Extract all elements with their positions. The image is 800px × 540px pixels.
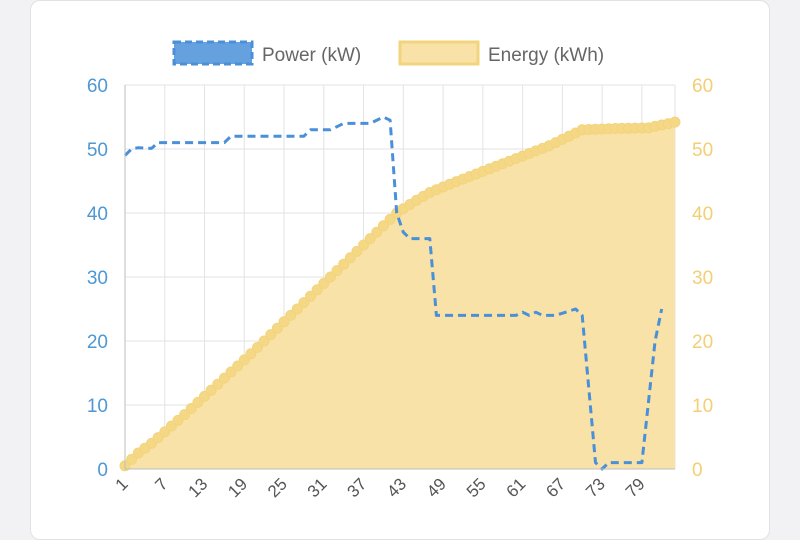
y-right-tick-label: 10 [692, 396, 713, 417]
energy-point [377, 220, 389, 232]
y-right-tick-label: 0 [692, 460, 703, 481]
energy-point [331, 265, 343, 277]
energy-point [298, 297, 310, 309]
energy-point [324, 271, 336, 283]
y-right-tick-label: 40 [692, 204, 713, 225]
x-tick-label: 7 [151, 474, 171, 494]
y-right-tick-label: 50 [692, 140, 713, 161]
y-left-tick-label: 0 [97, 460, 108, 481]
energy-point [344, 252, 356, 264]
y-left-tick-label: 40 [87, 204, 108, 225]
x-tick-label: 79 [622, 474, 649, 501]
energy-point [285, 309, 297, 321]
energy-point [318, 277, 330, 289]
y-right-tick-label: 30 [692, 268, 713, 289]
x-tick-label: 37 [344, 474, 371, 501]
x-tick-label: 55 [463, 474, 490, 501]
energy-point [351, 245, 363, 257]
legend-swatch-energy[interactable] [398, 40, 480, 66]
y-left-tick-label: 50 [87, 140, 108, 161]
x-tick-label: 25 [264, 474, 291, 501]
y-left-tick-label: 20 [87, 332, 108, 353]
energy-point [271, 322, 283, 334]
energy-point [669, 116, 681, 128]
energy-point [258, 335, 270, 347]
x-tick-label: 13 [185, 474, 212, 501]
y-right-tick-label: 60 [692, 76, 713, 97]
x-tick-label: 49 [423, 474, 450, 501]
energy-point [338, 258, 350, 270]
energy-point [358, 239, 370, 251]
energy-point [252, 341, 263, 353]
power-series [123, 115, 664, 471]
x-tick-label: 43 [383, 474, 410, 501]
legend-swatch-power[interactable] [172, 40, 254, 66]
energy-point [245, 348, 257, 360]
y-left-tick-label: 30 [87, 268, 108, 289]
energy-point [126, 453, 138, 465]
energy-point [384, 213, 396, 225]
energy-point [278, 316, 290, 328]
energy-point [364, 233, 376, 245]
y-left-tick-label: 10 [87, 396, 108, 417]
power-line [123, 115, 664, 471]
x-tick-label: 31 [304, 474, 331, 501]
y-left-tick-label: 60 [87, 76, 108, 97]
energy-point [265, 329, 277, 341]
x-tick-label: 73 [582, 474, 609, 501]
legend-label-power[interactable]: Power (kW) [262, 45, 361, 66]
energy-point [305, 290, 316, 302]
x-tick-label: 1 [112, 474, 132, 494]
y-right-tick-label: 20 [692, 332, 713, 353]
legend[interactable]: Power (kW) Energy (kWh) [172, 40, 604, 66]
energy-point [311, 284, 323, 296]
energy-series [119, 116, 681, 472]
x-tick-label: 19 [224, 474, 251, 501]
x-tick-label: 61 [503, 474, 530, 501]
legend-label-energy[interactable]: Energy (kWh) [488, 45, 604, 66]
energy-point [371, 226, 383, 238]
energy-point [179, 409, 191, 421]
x-tick-label: 67 [542, 474, 569, 501]
energy-area-fill [125, 122, 675, 469]
chart-canvas: Power (kW) Energy (kWh) 0 10 20 30 40 50 60 0 10… [87, 40, 713, 501]
energy-point [205, 384, 217, 396]
energy-point [291, 303, 303, 315]
